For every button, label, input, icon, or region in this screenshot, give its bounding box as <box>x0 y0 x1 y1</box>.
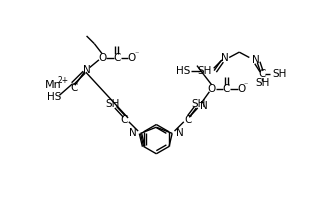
Text: ⁻: ⁻ <box>244 80 248 89</box>
Text: 2+: 2+ <box>57 76 68 85</box>
Text: C: C <box>121 114 128 125</box>
Text: O: O <box>98 53 106 62</box>
Text: N: N <box>176 128 184 138</box>
Text: N: N <box>221 53 229 62</box>
Text: C: C <box>258 70 265 79</box>
Text: C: C <box>185 114 192 125</box>
Text: HS: HS <box>176 66 190 76</box>
Text: O: O <box>128 53 136 62</box>
Text: ⁻: ⁻ <box>134 49 139 58</box>
Text: C: C <box>113 53 121 62</box>
Text: N: N <box>252 55 260 65</box>
Text: SH: SH <box>197 66 211 76</box>
Text: N: N <box>83 65 91 75</box>
Text: SH: SH <box>255 78 270 88</box>
Text: HS: HS <box>47 92 61 102</box>
Text: SH: SH <box>273 69 287 79</box>
Text: SH: SH <box>105 99 120 109</box>
Text: O: O <box>237 84 245 94</box>
Text: O: O <box>207 84 216 94</box>
Text: SH: SH <box>191 99 206 109</box>
Text: Mn: Mn <box>45 80 62 90</box>
Text: C: C <box>71 83 78 93</box>
Text: N: N <box>200 101 208 111</box>
Text: N: N <box>129 128 137 138</box>
Text: C: C <box>223 84 230 94</box>
